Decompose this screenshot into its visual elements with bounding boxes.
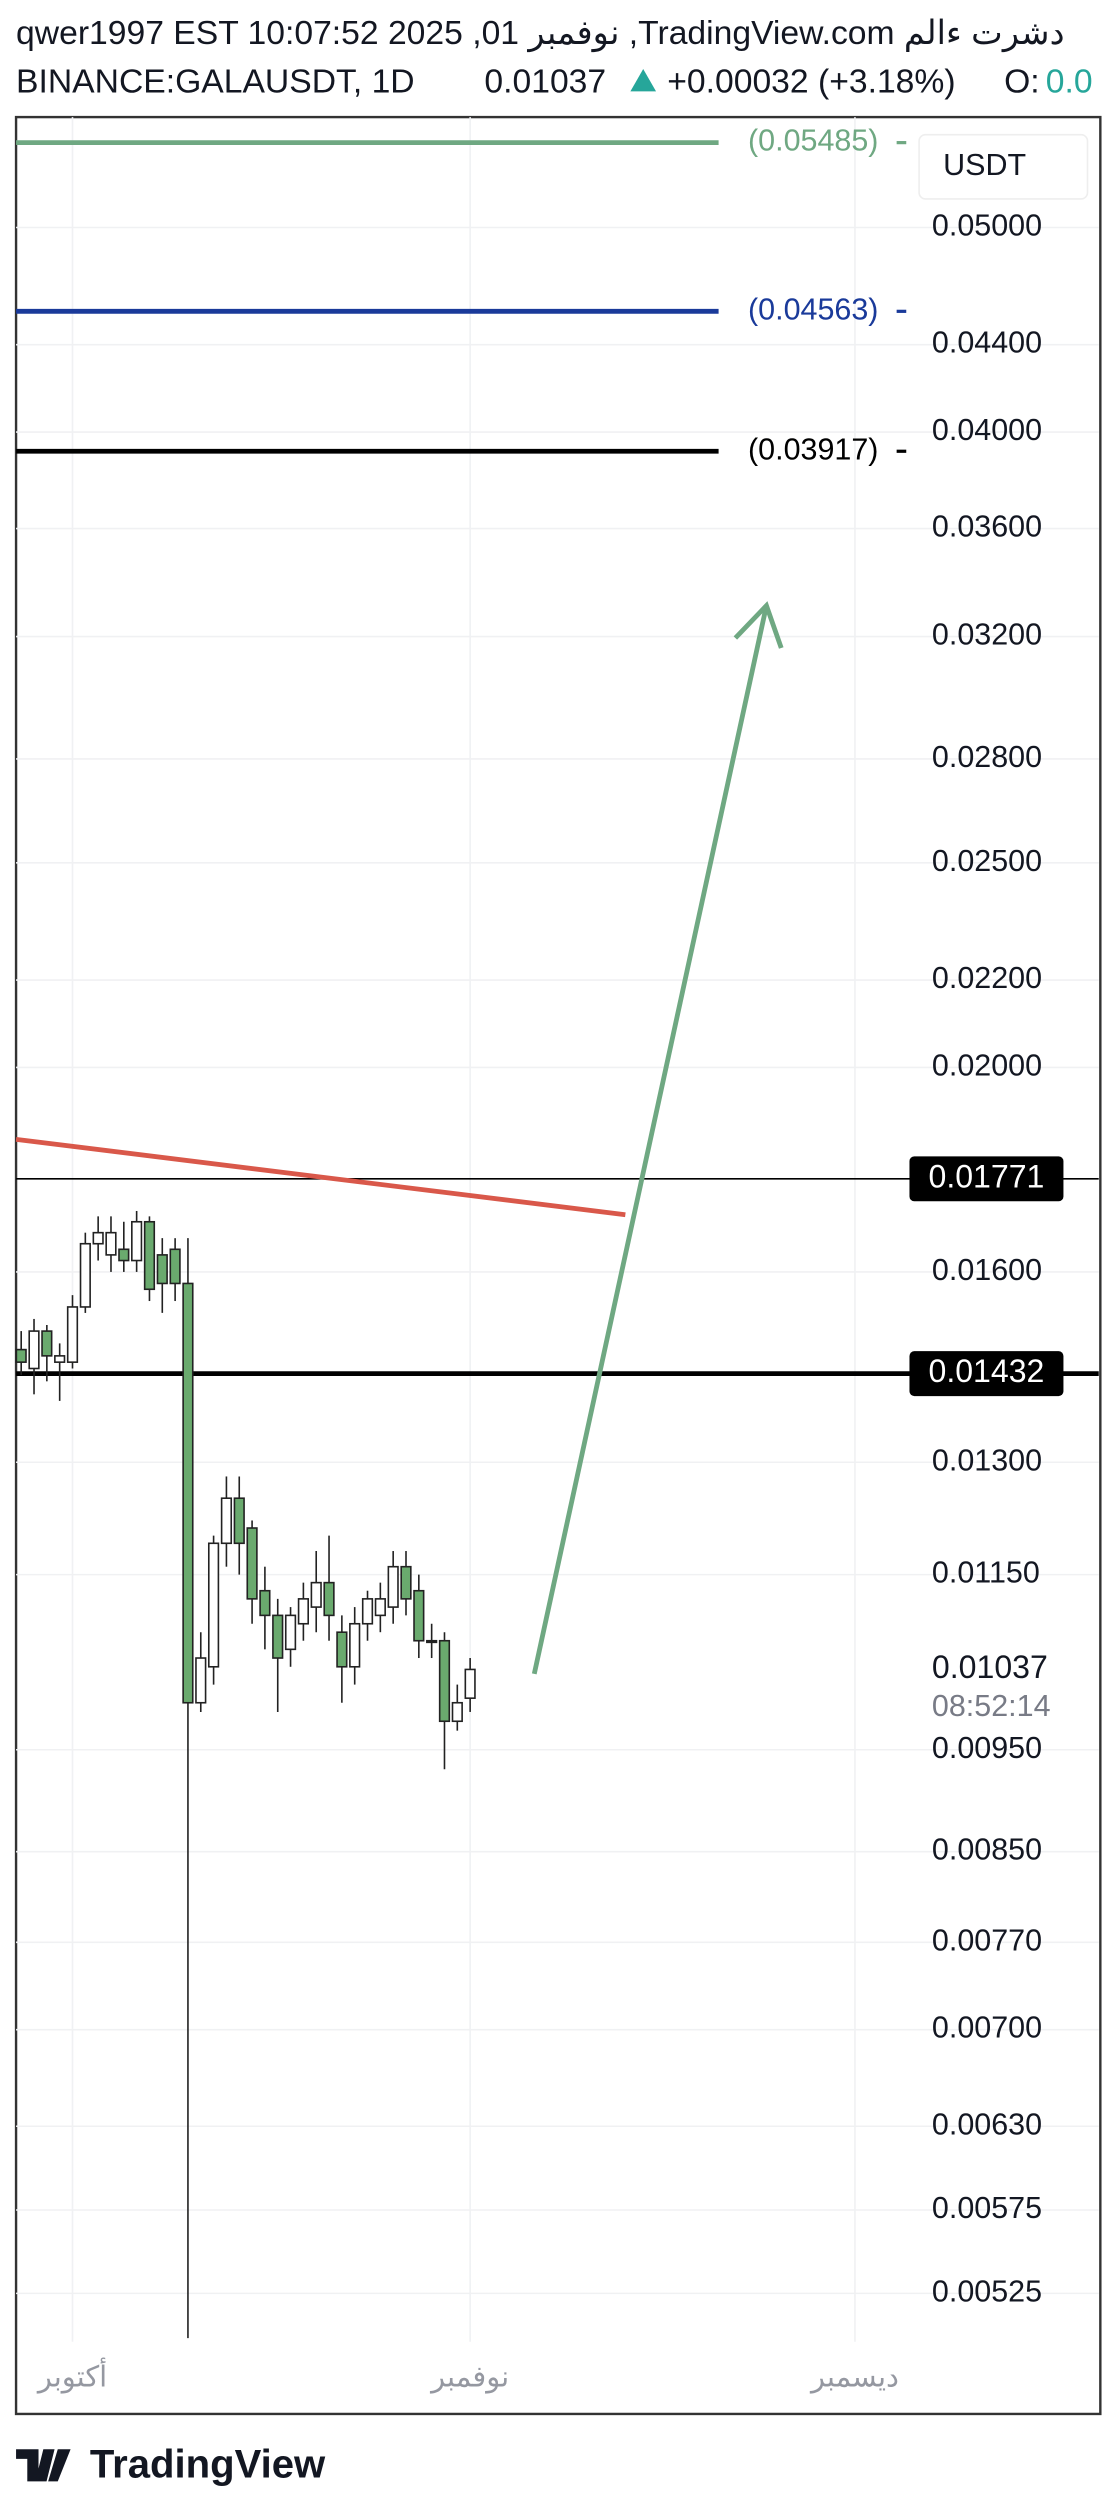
y-tick-label: 0.02000	[932, 1048, 1042, 1082]
candle-body	[182, 1282, 194, 1704]
candle-body	[438, 1639, 451, 1723]
candle-body	[297, 1598, 310, 1625]
header-line: qwer1997 EST 10:07:52 2025 ,01 ربمفون ,T…	[16, 15, 1065, 53]
candle-body	[246, 1527, 258, 1600]
currency: USDT	[943, 148, 1026, 182]
candle-body	[451, 1701, 463, 1723]
candle-body	[310, 1581, 322, 1608]
candle-body	[387, 1565, 399, 1608]
y-tick-label: 0.02500	[932, 844, 1042, 878]
price-label: 0.01771	[929, 1158, 1045, 1194]
candle-body	[169, 1248, 181, 1285]
open-label: O:	[1004, 63, 1040, 100]
candle-body	[426, 1639, 438, 1644]
candle-body	[131, 1220, 143, 1262]
x-tick-label: ديسمبر	[809, 2361, 899, 2394]
candle-body	[272, 1614, 284, 1659]
candle-body	[361, 1598, 374, 1625]
candle-body	[41, 1330, 53, 1357]
candle-body	[374, 1598, 386, 1617]
change: +0.00032 (+3.18%)	[667, 63, 955, 100]
price-label-box	[909, 1351, 1064, 1397]
up-arrow	[630, 68, 657, 92]
candle-body	[105, 1231, 117, 1256]
level-label: (0.03917)	[748, 432, 878, 466]
trendline	[15, 1136, 626, 1218]
candle-body	[259, 1589, 271, 1617]
last-price: 0.01037	[932, 1649, 1048, 1685]
open-value: 0.0	[1046, 63, 1093, 100]
level-label: (0.04563)	[748, 292, 878, 326]
candle-body	[79, 1242, 91, 1308]
candle-body	[156, 1254, 168, 1285]
symbol: BINANCE:GALAUSDT, 1D	[16, 63, 415, 100]
x-tick-label: نوفمبر	[429, 2361, 509, 2394]
logo-text: TradingView	[90, 2442, 326, 2486]
candle-body	[195, 1657, 207, 1704]
candle-body	[323, 1581, 335, 1617]
candle-body	[413, 1589, 425, 1642]
candle-body	[66, 1306, 79, 1363]
level-label: (0.05485)	[748, 124, 878, 158]
price-label-box	[909, 1156, 1064, 1202]
logo: TradingView	[16, 2442, 326, 2486]
candle-body	[233, 1497, 245, 1545]
logo-mark	[16, 2449, 71, 2482]
candle-body	[92, 1231, 104, 1245]
price-label: 0.01432	[929, 1353, 1045, 1389]
candle-body	[207, 1542, 220, 1668]
candle-body	[464, 1668, 476, 1699]
candle-body	[54, 1355, 66, 1363]
y-tick-label: 0.00630	[932, 2107, 1042, 2141]
candle-body	[284, 1614, 297, 1651]
y-tick-label: 0.00950	[932, 1731, 1042, 1765]
candle-body	[118, 1248, 130, 1262]
y-tick-label: 0.00770	[932, 1923, 1042, 1957]
y-tick-label: 0.02200	[932, 961, 1042, 995]
y-tick-label: 0.03600	[932, 510, 1042, 544]
candle-body	[220, 1497, 233, 1545]
y-tick-label: 0.01600	[932, 1253, 1042, 1287]
candle-body	[400, 1565, 412, 1600]
y-tick-label: 0.00700	[932, 2011, 1042, 2045]
last-value: 0.01037	[484, 63, 606, 100]
arrow	[531, 605, 769, 1675]
plot: 0.05000 0.04400 0.04000 0.03600 0.03200 0.028…	[15, 117, 1099, 2394]
candle-body	[349, 1622, 361, 1668]
candle-body	[143, 1220, 156, 1291]
y-tick-label: 0.02800	[932, 740, 1042, 774]
y-tick-label: 0.05000	[932, 209, 1042, 243]
y-tick-label: 0.03200	[932, 618, 1042, 652]
candle-body	[15, 1348, 27, 1363]
y-tick-label: 0.04000	[932, 413, 1042, 447]
countdown: 08:52:14	[932, 1689, 1051, 1723]
y-tick-label: 0.04400	[932, 326, 1042, 360]
y-tick-label: 0.01300	[932, 1443, 1042, 1477]
x-tick-label: أكتوبر	[36, 2356, 107, 2394]
candle-body	[28, 1330, 40, 1370]
candle-body	[336, 1631, 348, 1668]
arrow-head	[733, 601, 784, 649]
frame	[14, 115, 1102, 2416]
y-tick-label: 0.01150	[932, 1556, 1040, 1590]
y-tick-label: 0.00575	[932, 2191, 1042, 2225]
y-tick-label: 0.00850	[932, 1833, 1042, 1867]
currency-box	[918, 133, 1089, 200]
y-tick-label: 0.00525	[932, 2274, 1042, 2308]
